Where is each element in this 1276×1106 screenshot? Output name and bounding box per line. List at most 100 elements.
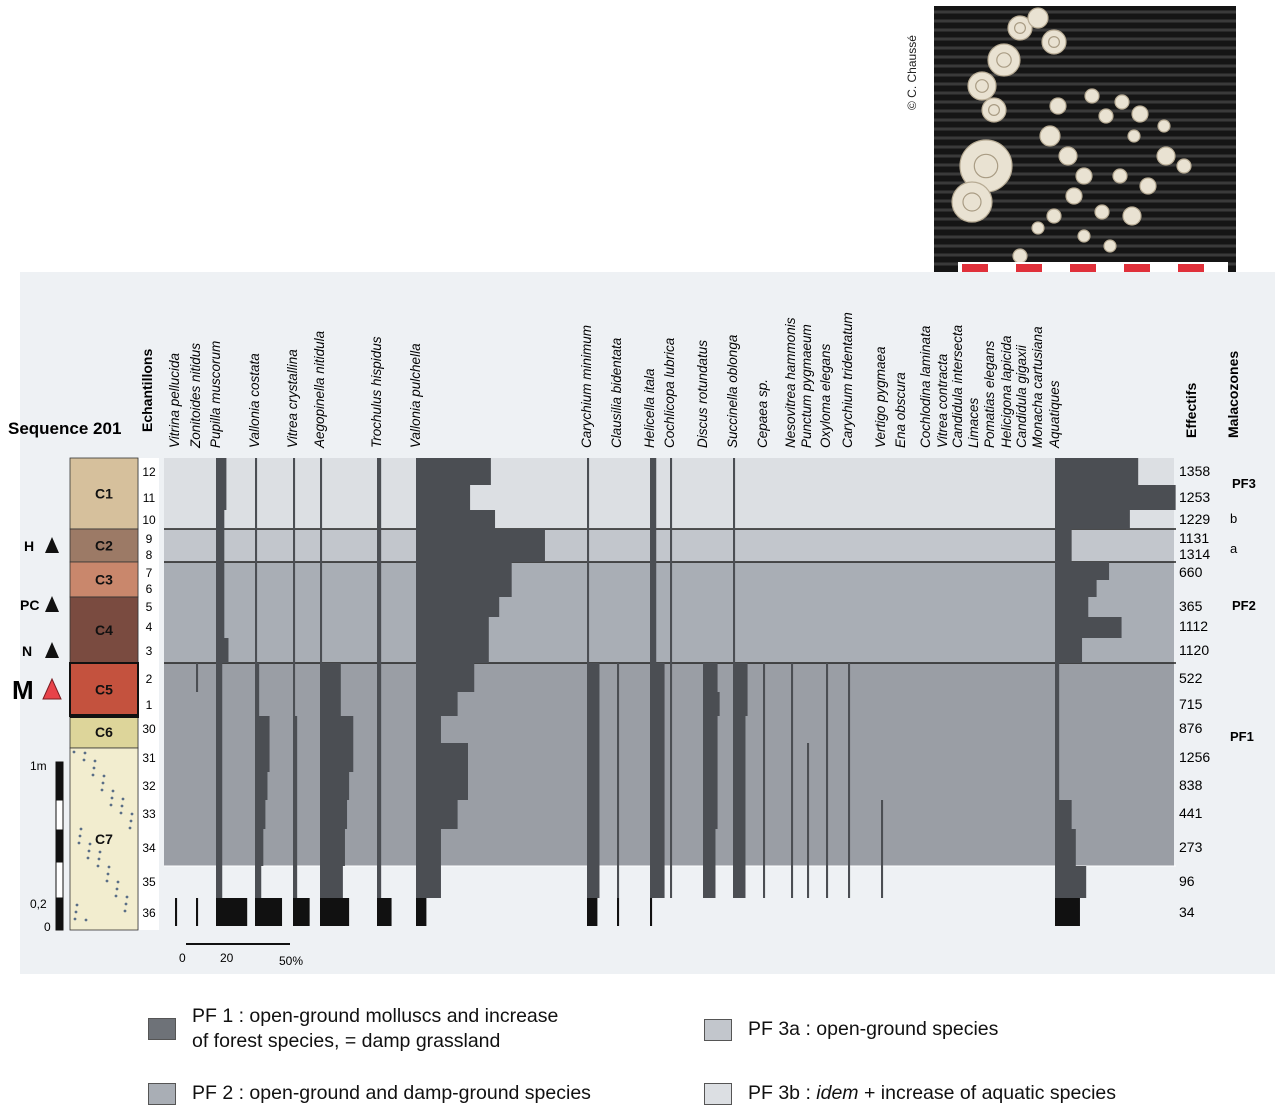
- bar-vallonia-pulchella-2: [416, 663, 475, 692]
- photo-scale-segment: [1070, 264, 1096, 274]
- snail-shell: [987, 43, 1021, 77]
- bar-vallonia-pulchella-34: [416, 829, 441, 866]
- sediment-speck: [115, 887, 119, 891]
- sediment-speck: [101, 781, 105, 785]
- layer-c3: [69, 561, 139, 598]
- bar-nesovitrea-hammonis-1: [791, 692, 794, 716]
- bar-pupilla-muscorum-5: [216, 597, 225, 617]
- species-label: Aquatiques: [1047, 380, 1062, 449]
- sediment-speck: [98, 850, 102, 854]
- depth-scale-segment: [55, 761, 64, 801]
- bar-helicella-itala-2: [650, 663, 665, 692]
- snail-shell: [1156, 146, 1176, 166]
- bar-trochulus-hispidus-3: [377, 638, 382, 663]
- bar-clausilia-bidentata-1: [617, 692, 620, 716]
- header-effectifs: Effectifs: [1183, 383, 1199, 438]
- bar-cochlicopa-lubrica-35: [670, 866, 673, 898]
- legend-item-pf1: PF 1 : open-ground molluscs and increase…: [148, 1004, 558, 1054]
- species-label: Vitrea crystallina: [285, 349, 300, 448]
- sample-number: 10: [142, 513, 156, 527]
- sample-number: 32: [142, 779, 156, 793]
- bar-punctum-pygmaeum-31: [807, 743, 810, 772]
- species-label: Succinella oblonga: [725, 334, 740, 448]
- bar-helicella-itala-34: [650, 829, 665, 866]
- snail-shell: [981, 97, 1007, 123]
- bar-cochlicopa-lubrica-30: [670, 716, 673, 743]
- sediment-speck: [77, 841, 81, 845]
- bar-succinella-oblonga-1: [733, 692, 748, 716]
- snail-shell: [967, 71, 997, 101]
- effectif-value: 34: [1179, 904, 1195, 920]
- bar-cochlicopa-lubrica-7: [670, 562, 673, 580]
- bar-aegopinella-nitidula-12: [320, 458, 323, 485]
- bar-trochulus-hispidus-33: [377, 800, 382, 829]
- bar-vitrea-crystallina-10: [293, 510, 296, 529]
- bar-nesovitrea-hammonis-2: [791, 663, 794, 692]
- bar-helicella-itala-4: [650, 617, 657, 638]
- bar-vallonia-pulchella-1: [416, 692, 458, 716]
- bar-vallonia-pulchella-36: [416, 898, 427, 926]
- bar-vallonia-costata-9: [255, 529, 258, 547]
- bar-cochlicopa-lubrica-32: [670, 772, 673, 800]
- bar-carychium-minimum-7: [587, 562, 590, 580]
- bar-clausilia-bidentata-35: [617, 866, 620, 898]
- bar-aquatiques-3: [1055, 638, 1083, 663]
- sediment-speck: [116, 880, 120, 884]
- bar-trochulus-hispidus-12: [377, 458, 382, 485]
- species-label: Helicigona lapicida: [999, 335, 1014, 448]
- bar-succinella-oblonga-3: [733, 638, 736, 663]
- sediment-speck: [128, 826, 132, 830]
- effectif-value: 441: [1179, 805, 1203, 821]
- effectif-value: 96: [1179, 873, 1195, 889]
- bar-aquatiques-33: [1055, 800, 1072, 829]
- layer-label: C7: [95, 831, 113, 847]
- sediment-speck: [97, 857, 101, 861]
- marker-label-pc: PC: [20, 597, 39, 613]
- snail-shell: [1077, 229, 1091, 243]
- shell-whorl: [987, 103, 1000, 116]
- sample-number: 30: [142, 722, 156, 736]
- sample-number: 7: [146, 566, 153, 580]
- bar-carychium-minimum-11: [587, 485, 590, 510]
- bar-vitrea-crystallina-12: [293, 458, 296, 485]
- bar-vallonia-costata-33: [255, 800, 266, 829]
- sediment-speck: [83, 751, 87, 755]
- bar-helicella-itala-10: [650, 510, 657, 529]
- bar-vitrea-crystallina-4: [293, 617, 296, 638]
- bar-aquatiques-4: [1055, 617, 1122, 638]
- sediment-speck: [119, 811, 123, 815]
- bar-pupilla-muscorum-6: [216, 580, 225, 597]
- species-label: Vallonia costata: [247, 353, 262, 448]
- bar-aquatiques-1: [1055, 692, 1060, 716]
- bar-carychium-minimum-34: [587, 829, 600, 866]
- bar-pupilla-muscorum-34: [216, 829, 223, 866]
- species-label: Cepaea sp.: [755, 379, 770, 448]
- sediment-speck: [75, 903, 79, 907]
- bar-oxyloma-elegans-30: [826, 716, 829, 743]
- bar-clausilia-bidentata-36: [617, 898, 620, 926]
- bar-helicella-itala-8: [650, 547, 657, 562]
- sediment-speck: [125, 895, 129, 899]
- bar-vallonia-pulchella-8: [416, 547, 545, 562]
- bar-aegopinella-nitidula-36: [320, 898, 350, 926]
- sediment-speck: [102, 774, 106, 778]
- species-label: Candidula gigaxii: [1014, 344, 1029, 448]
- bar-vitrea-crystallina-9: [293, 529, 296, 547]
- bar-cochlicopa-lubrica-10: [670, 510, 673, 529]
- bar-aquatiques-8: [1055, 547, 1072, 562]
- bar-oxyloma-elegans-35: [826, 866, 829, 898]
- bar-succinella-oblonga-6: [733, 580, 736, 597]
- bar-clausilia-bidentata-32: [617, 772, 620, 800]
- bar-pupilla-muscorum-36: [216, 898, 248, 926]
- bar-cochlicopa-lubrica-9: [670, 529, 673, 547]
- snail-shell: [1098, 108, 1114, 124]
- sediment-speck: [114, 894, 118, 898]
- bar-vitrina-pellucida-36: [175, 898, 178, 926]
- layer-label: C2: [95, 538, 113, 554]
- sample-number: 5: [146, 600, 153, 614]
- bar-vertigo-pygmaea-35: [881, 866, 884, 898]
- header-malacozones: Malacozones: [1225, 351, 1241, 438]
- level-markers: H PC NM: [12, 537, 62, 705]
- shell-whorl: [962, 192, 982, 212]
- bar-vitrea-crystallina-31: [293, 743, 298, 772]
